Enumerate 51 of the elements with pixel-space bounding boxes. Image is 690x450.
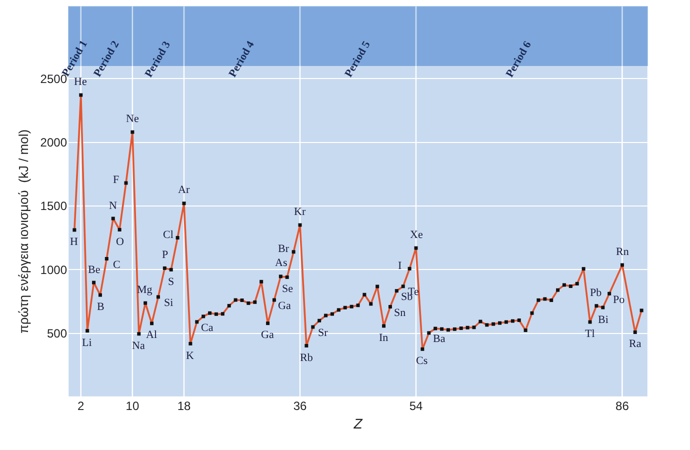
x-tick-label: 10 bbox=[126, 399, 140, 413]
annotation: Pb bbox=[590, 287, 602, 299]
annotation: C bbox=[113, 259, 120, 271]
annotation: He bbox=[74, 76, 87, 88]
annotation: Sr bbox=[318, 327, 328, 339]
annotation: B bbox=[97, 301, 104, 313]
annotation: Ar bbox=[178, 184, 190, 196]
y-tick-label: 2000 bbox=[40, 136, 68, 150]
annotation: Ga bbox=[261, 329, 274, 341]
annotation: Sn bbox=[394, 307, 406, 319]
annotation: P bbox=[162, 249, 168, 261]
annotation: Be bbox=[88, 264, 100, 276]
annotation: Na bbox=[132, 340, 145, 352]
annotation: Li bbox=[82, 337, 92, 349]
y-tick-label: 1000 bbox=[40, 262, 68, 277]
annotation: F bbox=[113, 174, 120, 186]
x-tick-label: 86 bbox=[616, 399, 630, 413]
annotation: K bbox=[186, 350, 194, 362]
annotation: Po bbox=[613, 294, 626, 306]
annotation: Ga bbox=[278, 300, 291, 312]
x-axis-title: Z bbox=[352, 415, 363, 432]
y-axis-title: πρώτη ενέργεια ιονισμού (kJ / mol) bbox=[16, 129, 32, 334]
x-tick-label: 36 bbox=[293, 399, 307, 413]
annotation: Kr bbox=[294, 206, 306, 218]
annotation: As bbox=[275, 257, 288, 269]
annotation: I bbox=[398, 260, 402, 272]
annotation: Ra bbox=[629, 338, 642, 350]
annotation: Br bbox=[278, 243, 290, 255]
annotation: Cl bbox=[163, 229, 174, 241]
annotation: Ba bbox=[433, 333, 446, 345]
annotation: Rn bbox=[616, 246, 630, 258]
annotation: Si bbox=[164, 297, 174, 309]
annotation: Se bbox=[282, 283, 294, 295]
x-tick-label: 18 bbox=[177, 399, 191, 413]
annotation: In bbox=[379, 332, 389, 344]
annotation: Tl bbox=[585, 328, 595, 340]
y-tick-label: 500 bbox=[46, 326, 68, 341]
annotation: Ca bbox=[201, 322, 214, 334]
y-tick-label: 1500 bbox=[40, 199, 68, 214]
annotation: N bbox=[109, 200, 117, 212]
annotation: O bbox=[116, 236, 124, 248]
annotation: Cs bbox=[416, 355, 428, 367]
annotation: Al bbox=[146, 329, 157, 341]
annotation: Xe bbox=[410, 229, 423, 241]
x-tick-label: 2 bbox=[78, 399, 85, 413]
annotation: S bbox=[168, 276, 174, 288]
annotation: H bbox=[70, 236, 78, 248]
annotation: Rb bbox=[300, 352, 314, 364]
annotation: Bi bbox=[598, 314, 608, 326]
x-tick-label: 54 bbox=[409, 399, 423, 413]
annotation: Ne bbox=[126, 113, 139, 125]
